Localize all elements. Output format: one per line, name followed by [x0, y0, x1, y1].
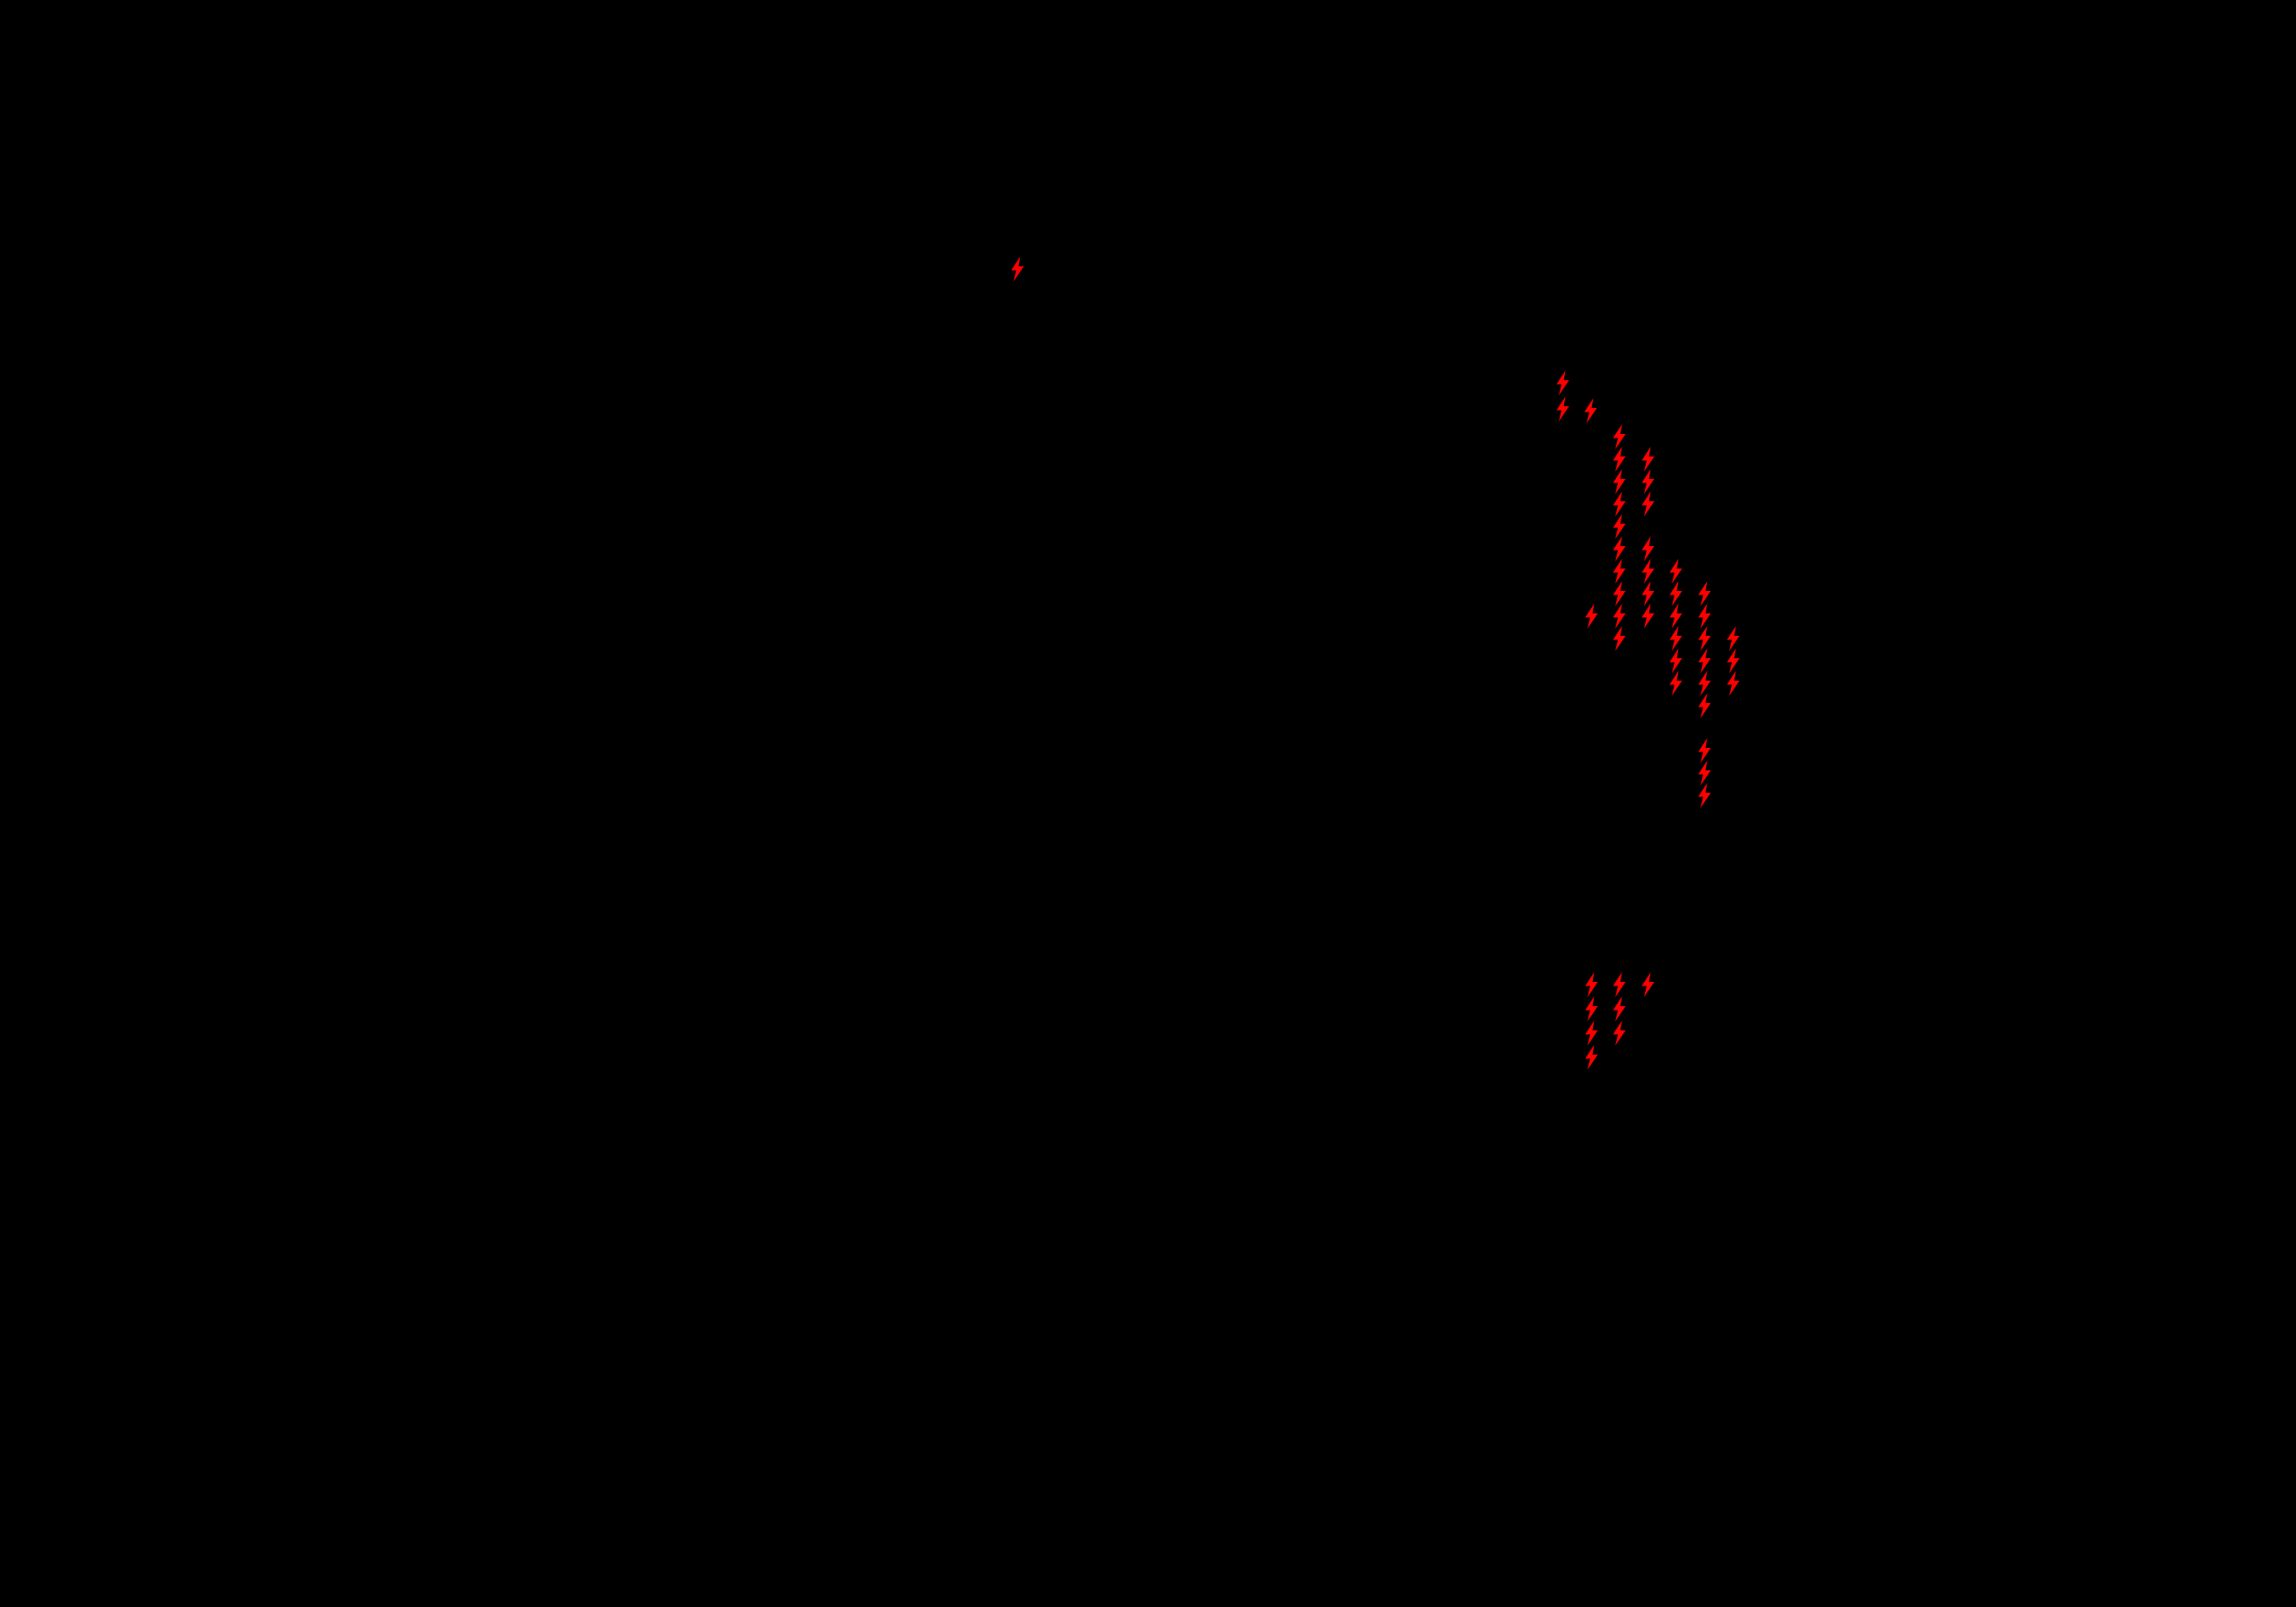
lightning-bolt-icon — [1608, 603, 1631, 630]
lightning-bolt-icon — [1693, 647, 1717, 674]
lightning-bolt-icon — [1637, 580, 1660, 607]
lightning-bolt-icon — [1608, 971, 1631, 998]
lightning-bolt-icon — [1608, 580, 1631, 607]
lightning-bolt-icon — [1608, 625, 1631, 652]
lightning-bolt-icon — [1580, 995, 1604, 1022]
lightning-bolt-icon — [1608, 535, 1631, 562]
lightning-bolt-icon — [1665, 647, 1688, 674]
lightning-bolt-icon — [1608, 513, 1631, 540]
lightning-bolt-icon — [1693, 692, 1717, 719]
lightning-bolt-icon — [1693, 603, 1717, 630]
lightning-bolt-icon — [1693, 782, 1717, 809]
lightning-bolt-icon — [1637, 558, 1660, 585]
lightning-bolt-icon — [1637, 491, 1660, 517]
lightning-bolt-icon — [1665, 670, 1688, 697]
lightning-bolt-icon — [1580, 1020, 1604, 1047]
lightning-bolt-icon — [1580, 1044, 1604, 1071]
lightning-bolt-icon — [1608, 491, 1631, 517]
lightning-bolt-icon — [1637, 971, 1660, 998]
lightning-bolt-icon — [1665, 625, 1688, 652]
lightning-bolt-icon — [1722, 670, 1745, 697]
lightning-bolt-icon — [1722, 625, 1745, 652]
lightning-bolt-icon — [1637, 468, 1660, 495]
lightning-bolt-icon — [1637, 446, 1660, 473]
lightning-bolt-icon — [1608, 1020, 1631, 1047]
lightning-bolt-icon — [1665, 603, 1688, 630]
lightning-bolt-icon — [1608, 468, 1631, 495]
lightning-bolt-icon — [1693, 580, 1717, 607]
lightning-bolt-icon — [1665, 580, 1688, 607]
lightning-bolt-icon — [1665, 558, 1688, 585]
lightning-bolt-icon — [1580, 971, 1604, 998]
lightning-bolt-icon — [1552, 369, 1575, 396]
lightning-bolt-icon — [1722, 647, 1745, 674]
lightning-bolt-icon — [1608, 558, 1631, 585]
lightning-bolt-icon — [1580, 603, 1604, 630]
lightning-bolt-icon — [1552, 395, 1575, 422]
lightning-bolt-icon — [1637, 603, 1660, 630]
lightning-bolt-icon — [1608, 423, 1631, 450]
lightning-bolt-icon — [1693, 670, 1717, 697]
lightning-bolt-icon — [1006, 256, 1030, 282]
lightning-bolt-icon — [1693, 625, 1717, 652]
lightning-bolt-icon — [1693, 760, 1717, 786]
lightning-bolt-icon — [1693, 737, 1717, 764]
lightning-bolt-icon — [1608, 995, 1631, 1022]
lightning-bolt-icon — [1608, 446, 1631, 473]
lightning-bolt-icon — [1579, 397, 1603, 424]
lightning-bolt-icon — [1637, 535, 1660, 562]
